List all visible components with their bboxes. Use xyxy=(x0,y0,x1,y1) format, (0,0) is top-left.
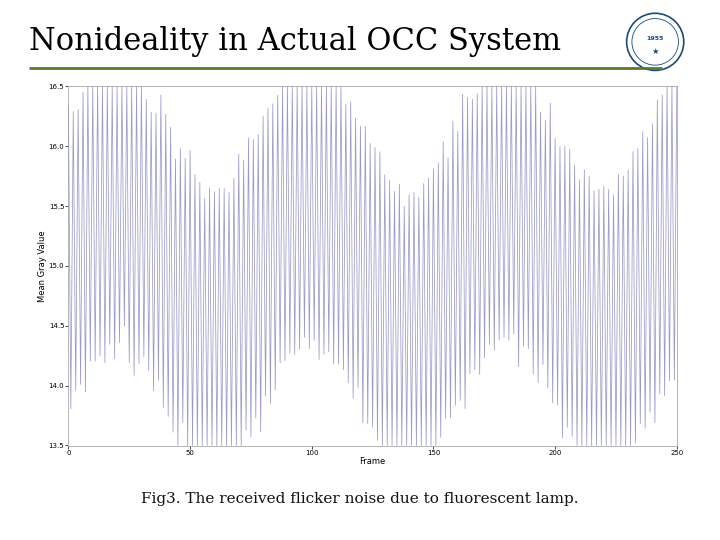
Text: Fig3. The received flicker noise due to fluorescent lamp.: Fig3. The received flicker noise due to … xyxy=(141,492,579,507)
Text: Nonideality in Actual OCC System: Nonideality in Actual OCC System xyxy=(29,26,561,57)
X-axis label: Frame: Frame xyxy=(359,457,386,466)
Y-axis label: Mean Gray Value: Mean Gray Value xyxy=(38,230,47,302)
Text: 1955: 1955 xyxy=(647,36,664,41)
Text: ★: ★ xyxy=(652,46,659,56)
